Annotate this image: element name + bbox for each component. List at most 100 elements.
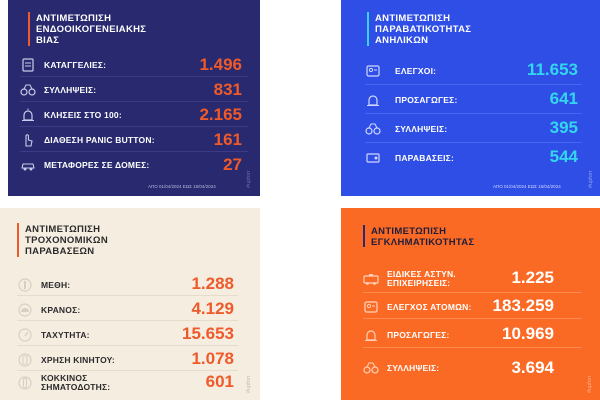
hand-pointer-icon [20,133,36,147]
phone-icon [17,353,33,367]
watermark: #upforr [587,375,593,393]
stat-value: 4.129 [191,299,234,318]
title-line: ΕΓΚΛΗΜΑΤΙΚΟΤΗΤΑΣ [371,237,475,248]
watermark: #upforr [246,170,252,188]
title-line: ΑΝΤΙΜΕΤΩΠΙΣΗ [25,224,101,235]
stat-row-arrests: ΣΥΛΛΗΨΕΙΣ: [363,361,439,375]
handcuffs-icon [20,83,36,97]
title-line: ΑΝΤΙΜΕΤΩΠΙΣΗ [375,13,451,24]
label-line: ΜΕΘΗ: [41,279,71,290]
title-accent-bar [28,12,30,46]
stat-row-special-operations: ΕΙΔΙΚΕΣ ΑΣΤΥΝ. ΕΠΙΧΕΙΡΗΣΕΙΣ: [363,270,456,288]
title-line: ΤΡΟΧΟΝΟΜΙΚΩΝ [25,235,108,246]
stat-value: 161 [213,130,242,149]
stat-row-arrests: ΣΥΛΛΗΨΕΙΣ: [20,83,96,97]
stat-row-violations: ΠΑΡΑΒΑΣΕΙΣ: [365,151,454,165]
row-divider [20,76,248,77]
row-divider [363,292,582,293]
row-divider [20,126,248,127]
date-range: ΑΠΟ 01/04/2024 ΕΩΣ 15/04/2024 [493,184,561,189]
watermark: #upforr [588,170,594,188]
stat-label: ΚΑΤΑΓΓΕΛΙΕΣ: [44,59,107,70]
title-line: ΑΝΗΛΙΚΩΝ [375,35,429,46]
panel-title: ΑΝΤΙΜΕΤΩΠΙΣΗ ΕΝΔΟΟΙΚΟΓΕΝΕΙΑΚΗΣ ΒΙΑΣ [36,13,146,46]
stat-label: ΜΕΤΑΦΟΡΕΣ ΣΕ ΔΟΜΕΣ: [44,159,150,170]
stat-label: ΕΛΕΓΧΟΣ ΑΤΟΜΩΝ: [387,301,472,312]
stat-row-calls: ΚΛΗΣΕΙΣ ΣΤΟ 100: [20,108,122,122]
stat-row-person-checks: ΕΛΕΓΧΟΣ ΑΤΟΜΩΝ: [363,300,472,314]
row-divider [363,318,582,319]
label-line: ΕΙΔΙΚΕΣ ΑΣΤΥΝ. [387,269,456,279]
row-divider [17,370,238,371]
helmet-icon [17,303,33,317]
stat-label: ΤΑΧΥΤΗΤΑ: [41,330,90,340]
stat-row-detentions: ΠΡΟΣΑΓΩΓΕΣ: [363,328,450,342]
stat-value: 3.694 [511,358,554,377]
stat-row-panic-button: ΔΙΑΘΕΣΗ PANIC BUTTON: [20,133,155,147]
police-van-icon [363,272,379,286]
stat-row-drunk-driving: ΜΕΘΗ: [17,278,70,292]
title-line: ΑΝΤΙΜΕΤΩΠΙΣΗ [36,13,112,24]
stat-value: 544 [549,147,578,166]
clipboard-icon [20,58,36,72]
handcuffs-icon [363,361,379,375]
title-line: ΠΑΡΑΒΑΣΕΩΝ [25,246,95,257]
stat-value: 831 [213,80,242,99]
stat-label: ΚΛΗΣΕΙΣ ΣΤΟ 100: [44,109,122,120]
stat-value: 2.165 [199,105,242,124]
stat-row-speeding: ΤΑΧΥΤΗΤΑ: [17,328,90,342]
title-line: ΒΙΑΣ [36,35,60,46]
ticket-icon [365,151,381,165]
label-line: ΚΡΑΝΟΣ: [41,304,81,315]
stat-value: 1.496 [199,55,242,74]
label-line: ΣΗΜΑΤΟΔΟΤΗΣ: [41,382,111,392]
row-divider [365,113,582,114]
label-line: ΕΛΕΓΧΟΣ ΑΤΟΜΩΝ: [387,301,472,312]
stat-row-red-light: ΚΟΚΚΙΝΟΣ ΣΗΜΑΤΟΔΟΤΗΣ: [17,374,110,392]
stat-label: ΔΙΑΘΕΣΗ PANIC BUTTON: [44,134,155,145]
panel-domestic-violence: ΑΝΤΙΜΕΤΩΠΙΣΗ ΕΝΔΟΟΙΚΟΓΕΝΕΙΑΚΗΣ ΒΙΑΣ ΚΑΤΑ… [8,0,260,196]
stat-value: 1.288 [191,274,234,293]
stat-row-transfers: ΜΕΤΑΦΟΡΕΣ ΣΕ ΔΟΜΕΣ: [20,158,149,172]
label-line: ΧΡΗΣΗ ΚΙΝΗΤΟΥ: [41,354,115,365]
panel-juvenile-delinquency: ΑΝΤΙΜΕΤΩΠΙΣΗ ΠΑΡΑΒΑΤΙΚΟΤΗΤΑΣ ΑΝΗΛΙΚΩΝ ΕΛ… [341,0,600,196]
stat-value: 183.259 [492,296,554,315]
stat-value: 27 [223,155,242,174]
stat-row-complaints: ΚΑΤΑΓΓΕΛΙΕΣ: [20,58,106,72]
stat-row-checks: ΕΛΕΓΧΟΙ: [365,64,436,78]
row-divider [363,347,582,348]
row-divider [17,345,238,346]
stat-label: ΠΡΟΣΑΓΩΓΕΣ: [395,94,458,105]
panel-traffic-violations: ΑΝΤΙΜΕΤΩΠΙΣΗ ΤΡΟΧΟΝΟΜΙΚΩΝ ΠΑΡΑΒΑΣΕΩΝ ΜΕΘ… [0,208,260,400]
row-divider [365,84,582,85]
row-divider [20,101,248,102]
stat-value: 11.653 [526,60,578,79]
stat-label: ΠΑΡΑΒΑΣΕΙΣ: [395,152,454,163]
row-divider [20,151,248,152]
stat-label: ΧΡΗΣΗ ΚΙΝΗΤΟΥ: [41,354,115,365]
stat-value: 601 [205,372,234,391]
stat-label: ΜΕΘΗ: [41,279,71,290]
siren-icon [365,93,381,107]
stat-value: 10.969 [502,324,554,343]
stat-row-detentions: ΠΡΟΣΑΓΩΓΕΣ: [365,93,458,107]
title-accent-bar [17,223,19,257]
stat-value: 1.225 [511,268,554,287]
stat-row-phone-use: ΧΡΗΣΗ ΚΙΝΗΤΟΥ: [17,353,115,367]
date-range: ΑΠΟ 01/04/2024 ΕΩΣ 15/04/2024 [148,184,216,189]
siren-icon [363,328,379,342]
siren-icon [20,108,36,122]
title-line: ΑΝΤΙΜΕΤΩΠΙΣΗ [371,226,447,237]
row-divider [365,142,582,143]
id-card-icon [363,300,379,314]
panel-title: ΑΝΤΙΜΕΤΩΠΙΣΗ ΕΓΚΛΗΜΑΤΙΚΟΤΗΤΑΣ [371,226,474,248]
stat-row-arrests: ΣΥΛΛΗΨΕΙΣ: [365,122,447,136]
title-accent-bar [363,225,365,247]
stat-label: ΕΙΔΙΚΕΣ ΑΣΤΥΝ. ΕΠΙΧΕΙΡΗΣΕΙΣ: [387,270,456,288]
traffic-light-icon [17,376,33,390]
stat-label: ΣΥΛΛΗΨΕΙΣ: [44,84,97,95]
handcuffs-icon [365,122,381,136]
row-divider [17,295,238,296]
title-line: ΕΝΔΟΟΙΚΟΓΕΝΕΙΑΚΗΣ [36,24,147,35]
bottle-icon [17,278,33,292]
